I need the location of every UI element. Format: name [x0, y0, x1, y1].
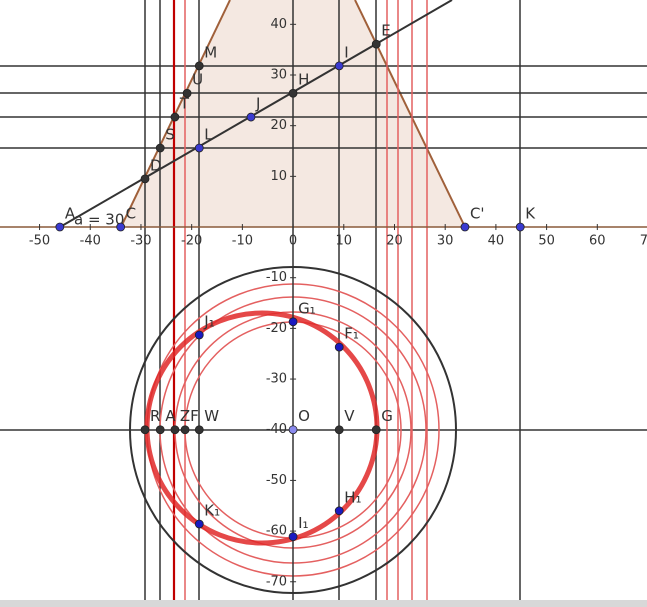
point-label: G₁ — [298, 299, 316, 317]
x-tick-label: -40 — [80, 234, 101, 249]
point — [288, 88, 298, 98]
trapezoid-side — [354, 0, 466, 228]
point-label: V — [344, 407, 355, 425]
point — [246, 112, 256, 122]
point — [334, 342, 344, 352]
x-tick-label: 0 — [289, 234, 297, 249]
point — [371, 39, 381, 49]
point-label: M — [204, 43, 217, 61]
point-label: U — [192, 71, 203, 89]
point-label: K₁ — [204, 501, 220, 519]
point-label: D — [150, 156, 162, 174]
x-tick-label: 70 — [640, 234, 647, 249]
point — [140, 174, 150, 184]
point-label: I₁ — [298, 514, 308, 532]
point-label: J — [255, 95, 260, 113]
y-tick-label: -70 — [266, 574, 287, 589]
x-tick-label: 30 — [437, 234, 454, 249]
point-label: F₁ — [344, 325, 359, 343]
point-label: G — [381, 407, 393, 425]
point — [55, 222, 65, 232]
point-label: A — [165, 407, 176, 425]
x-tick-label: -20 — [181, 234, 202, 249]
y-tick-label: 10 — [271, 169, 288, 184]
point-label: A — [65, 205, 76, 223]
red-lines — [184, 0, 428, 600]
point-label: R — [150, 407, 160, 425]
x-tick-label: -30 — [130, 234, 151, 249]
point — [334, 61, 344, 71]
point — [194, 519, 204, 529]
point-label: I — [344, 43, 348, 61]
x-tick-label: 50 — [538, 234, 555, 249]
point — [182, 88, 192, 98]
y-tick-label: -40 — [266, 422, 287, 437]
status-strip — [0, 600, 647, 607]
point — [155, 425, 165, 435]
point-label: W — [204, 407, 219, 425]
point — [194, 143, 204, 153]
point — [288, 317, 298, 327]
y-tick-label: -20 — [266, 321, 287, 336]
point-label: L — [204, 125, 213, 143]
point-label: F — [190, 407, 199, 425]
point-label: C — [126, 205, 136, 223]
y-tick-label: 40 — [271, 17, 288, 32]
point-label: O — [298, 407, 310, 425]
point-label: H₁ — [344, 488, 361, 506]
y-tick-label: 20 — [271, 118, 288, 133]
x-tick-label: 20 — [386, 234, 403, 249]
x-tick-label: -50 — [29, 234, 50, 249]
x-tick-label: 10 — [336, 234, 353, 249]
point — [515, 222, 525, 232]
point — [170, 425, 180, 435]
point — [170, 112, 180, 122]
line-ae — [59, 0, 453, 228]
x-tick-label: 60 — [589, 234, 606, 249]
point — [194, 61, 204, 71]
y-tick-label: -30 — [266, 372, 287, 387]
point — [288, 532, 298, 542]
point-label: E — [381, 22, 390, 40]
y-tick-label: -60 — [266, 524, 287, 539]
point — [140, 425, 150, 435]
y-tick-label: 30 — [271, 68, 288, 83]
point — [371, 425, 381, 435]
point — [334, 506, 344, 516]
point-label: T — [179, 95, 190, 113]
point-label: K — [525, 205, 536, 223]
annotation: a = 30 — [74, 211, 124, 229]
point-label: S — [165, 125, 175, 143]
x-tick-label: 40 — [488, 234, 505, 249]
x-tick-label: -10 — [232, 234, 253, 249]
point-label: H — [298, 71, 309, 89]
y-tick-label: -50 — [266, 473, 287, 488]
point — [194, 330, 204, 340]
point — [194, 425, 204, 435]
point-label: C' — [470, 205, 485, 223]
point — [460, 222, 470, 232]
point-label: J₁ — [203, 312, 214, 330]
point — [155, 143, 165, 153]
point — [116, 222, 126, 232]
point-label: Z — [180, 407, 190, 425]
y-tick-label: -10 — [266, 270, 287, 285]
point — [334, 425, 344, 435]
point — [180, 425, 190, 435]
point — [288, 425, 298, 435]
